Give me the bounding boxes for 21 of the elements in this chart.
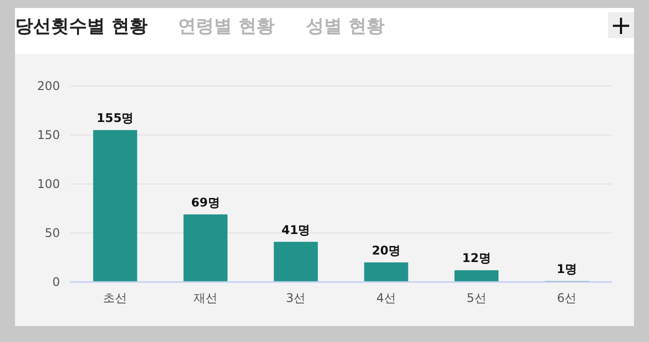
y-tick-label: 0 <box>52 275 60 289</box>
data-label: 1명 <box>556 262 578 276</box>
chart-title: 당선횟수별 현황 <box>15 16 148 37</box>
text: 성별 현황 <box>306 16 384 37</box>
y-tick-label: 200 <box>37 79 60 93</box>
data-label: 12명 <box>462 251 491 266</box>
x-tick-label: 5선 <box>466 291 486 305</box>
x-tick-label: 4선 <box>376 291 396 305</box>
y-tick-label: 50 <box>44 226 60 240</box>
y-tick-label: 100 <box>37 177 60 191</box>
x-tick-label: 재선 <box>194 291 218 305</box>
x-tick-label: 초선 <box>103 291 128 305</box>
data-label: 155명 <box>96 111 134 126</box>
data-label: 20명 <box>372 243 401 258</box>
x-tick-label: 3선 <box>286 291 306 305</box>
x-tick-label: 6선 <box>557 291 577 305</box>
data-label: 41명 <box>281 222 310 237</box>
text: + <box>610 11 632 41</box>
y-tick-label: 150 <box>37 128 60 142</box>
text: 연령별 현황 <box>178 16 274 37</box>
data-label: 69명 <box>191 195 220 210</box>
